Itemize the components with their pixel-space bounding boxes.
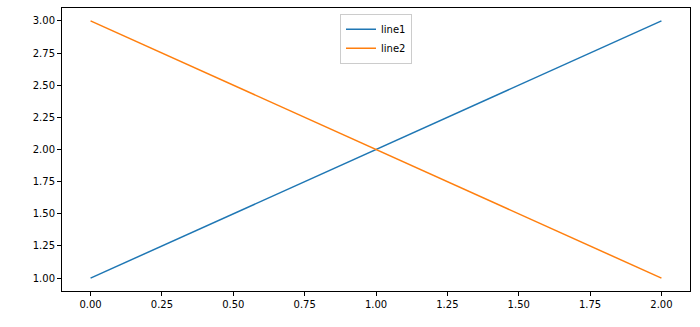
svg-text:2.50: 2.50 <box>33 80 55 91</box>
svg-text:line2: line2 <box>381 43 405 54</box>
svg-text:1.25: 1.25 <box>436 299 458 310</box>
svg-text:0.50: 0.50 <box>222 299 244 310</box>
svg-text:2.00: 2.00 <box>650 299 672 310</box>
svg-text:0.00: 0.00 <box>79 299 101 310</box>
svg-text:1.75: 1.75 <box>33 176 55 187</box>
svg-text:1.25: 1.25 <box>33 240 55 251</box>
svg-text:1.50: 1.50 <box>508 299 530 310</box>
svg-text:1.00: 1.00 <box>33 273 55 284</box>
svg-text:1.75: 1.75 <box>579 299 601 310</box>
svg-text:1.00: 1.00 <box>365 299 387 310</box>
svg-text:0.25: 0.25 <box>151 299 173 310</box>
svg-text:0.75: 0.75 <box>294 299 316 310</box>
svg-text:2.75: 2.75 <box>33 48 55 59</box>
svg-text:line1: line1 <box>381 24 405 35</box>
svg-text:3.00: 3.00 <box>33 15 55 26</box>
svg-text:2.00: 2.00 <box>33 144 55 155</box>
svg-text:2.25: 2.25 <box>33 112 55 123</box>
svg-text:1.50: 1.50 <box>33 208 55 219</box>
